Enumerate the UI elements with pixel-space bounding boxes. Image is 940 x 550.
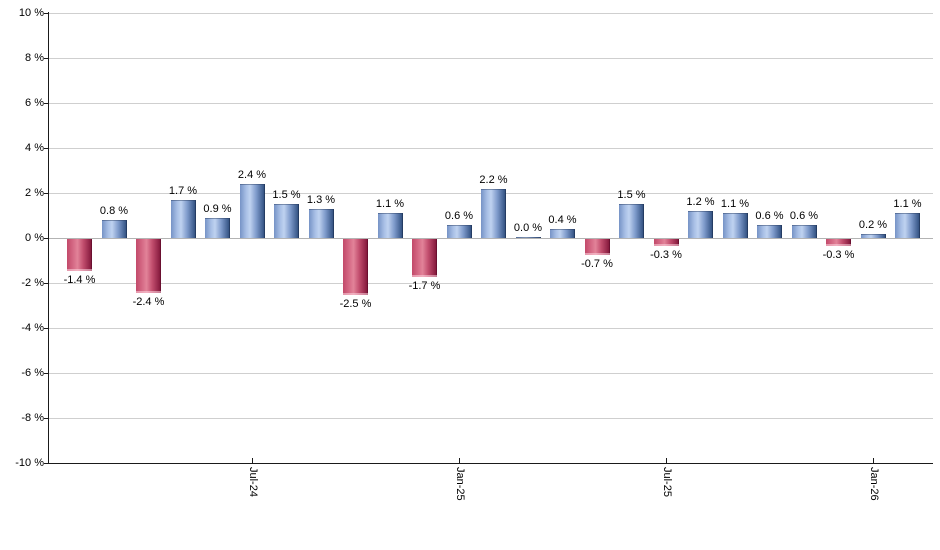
bar-value-label: 1.1 % xyxy=(893,198,922,211)
return-bar-negative xyxy=(826,239,851,246)
y-axis-tick xyxy=(44,283,48,284)
bar-value-label: -1.4 % xyxy=(63,273,96,286)
gridline xyxy=(49,283,933,284)
return-bar-positive xyxy=(308,208,334,238)
y-axis-tick xyxy=(44,463,48,464)
y-axis-line xyxy=(48,12,49,463)
return-bar-positive xyxy=(101,220,127,238)
y-axis-tick-label: 0 % xyxy=(25,231,44,244)
x-axis-line xyxy=(48,463,933,464)
y-axis-tick xyxy=(44,148,48,149)
return-bar-positive xyxy=(860,233,886,238)
return-bar-negative xyxy=(584,239,610,255)
x-axis-tick xyxy=(459,458,460,463)
x-axis-tick xyxy=(666,458,667,463)
y-axis-tick xyxy=(44,13,48,14)
gridline xyxy=(49,103,933,104)
y-axis-tick xyxy=(44,103,48,104)
bar-value-label: 0.9 % xyxy=(203,202,232,215)
bar-value-label: 0.8 % xyxy=(99,205,129,217)
return-bar-positive xyxy=(446,224,472,238)
return-bar-negative xyxy=(412,239,437,278)
y-axis-tick xyxy=(44,418,48,419)
y-axis-tick xyxy=(44,193,48,194)
return-bar-positive xyxy=(757,224,782,238)
return-bar-negative xyxy=(136,239,161,293)
return-bar-positive xyxy=(722,213,748,238)
y-axis-tick-label: 2 % xyxy=(25,186,44,199)
x-axis-tick-label: Jan-25 xyxy=(453,467,466,501)
y-axis-tick-label: 4 % xyxy=(25,141,44,154)
return-bar-positive xyxy=(791,224,817,238)
gridline xyxy=(49,328,933,329)
y-axis-tick xyxy=(44,58,48,59)
bar-value-label: -1.7 % xyxy=(408,280,441,293)
zero-gridline xyxy=(49,238,933,239)
return-bar-positive xyxy=(895,213,920,238)
bar-value-label: -0.7 % xyxy=(581,257,613,270)
return-bar-positive xyxy=(481,188,506,238)
bar-value-label: 2.4 % xyxy=(237,169,267,181)
y-axis-tick-label: -2 % xyxy=(21,276,44,289)
return-bar-positive xyxy=(239,184,265,238)
y-axis-tick-label: -6 % xyxy=(21,366,44,379)
bar-value-label: 1.5 % xyxy=(272,189,301,202)
bar-value-label: 0.6 % xyxy=(444,209,474,222)
bar-value-label: 1.1 % xyxy=(375,198,405,211)
y-axis-tick-label: -10 % xyxy=(15,456,44,469)
bar-value-label: 0.0 % xyxy=(513,221,543,234)
gridline xyxy=(49,58,933,59)
bar-value-label: 0.2 % xyxy=(858,218,888,231)
y-axis-tick-label: 8 % xyxy=(25,51,44,64)
y-axis-tick xyxy=(44,238,48,239)
gridline xyxy=(49,373,933,374)
return-bar-negative xyxy=(343,239,368,296)
return-bar-negative xyxy=(67,239,92,271)
bar-value-label: 1.1 % xyxy=(720,198,750,211)
y-axis-tick xyxy=(44,328,48,329)
gridline xyxy=(49,418,933,419)
bar-value-label: -2.5 % xyxy=(339,298,372,311)
return-bar-positive xyxy=(550,229,575,238)
x-axis-tick xyxy=(873,458,874,463)
return-bar-positive xyxy=(274,204,299,238)
return-bar-positive xyxy=(205,217,230,238)
y-axis-tick-label: 10 % xyxy=(18,6,44,19)
return-bar-positive xyxy=(377,213,403,238)
return-bar-positive xyxy=(619,204,644,238)
bar-value-label: 1.7 % xyxy=(168,184,198,197)
x-axis-tick-label: Jul-25 xyxy=(660,467,673,497)
bar-value-label: 1.5 % xyxy=(617,189,646,202)
y-axis-tick xyxy=(44,373,48,374)
x-axis-tick-label: Jul-24 xyxy=(246,467,259,497)
x-axis-tick xyxy=(252,458,253,463)
x-axis-tick-label: Jan-26 xyxy=(867,467,880,501)
return-bar-positive xyxy=(688,211,713,238)
bar-value-label: 1.3 % xyxy=(306,193,336,206)
bar-value-label: 1.2 % xyxy=(686,196,715,208)
bar-value-label: -2.4 % xyxy=(132,296,165,308)
bar-value-label: -0.3 % xyxy=(822,248,855,261)
y-axis-tick-label: -8 % xyxy=(21,411,44,424)
gridline xyxy=(49,13,933,14)
bar-value-label: 0.6 % xyxy=(755,209,784,222)
y-axis-tick-label: 6 % xyxy=(25,96,44,109)
bar-value-label: 0.4 % xyxy=(548,214,577,226)
return-bar-positive xyxy=(170,199,196,238)
return-bar-positive xyxy=(515,236,541,238)
gridline xyxy=(49,148,933,149)
bar-value-label: 0.6 % xyxy=(789,209,819,222)
return-bar-negative xyxy=(653,239,679,246)
bar-value-label: 2.2 % xyxy=(479,173,508,186)
bar-value-label: -0.3 % xyxy=(650,248,682,261)
y-axis-tick-label: -4 % xyxy=(21,321,44,334)
